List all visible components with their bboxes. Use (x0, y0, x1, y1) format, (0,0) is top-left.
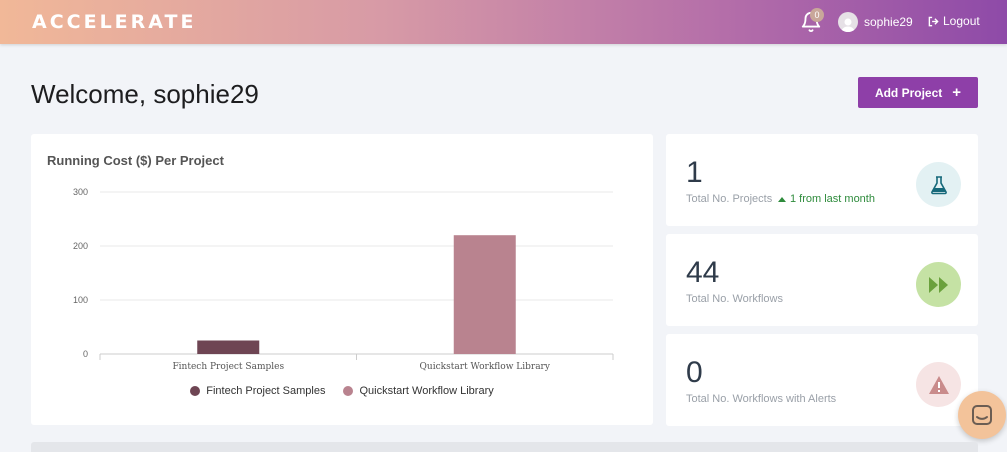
add-project-button[interactable]: Add Project + (858, 77, 978, 108)
legend-swatch (343, 386, 354, 396)
stat-card-workflows: 44 Total No. Workflows (666, 234, 978, 326)
stat-label: Total No. Projects (686, 193, 773, 205)
y-tick-label: 100 (73, 295, 88, 305)
stat-card-projects: 1 Total No. Projects 1 from last month (666, 134, 978, 226)
chat-launcher-button[interactable] (958, 391, 1006, 439)
avatar (838, 12, 858, 32)
y-tick-label: 300 (73, 187, 88, 197)
x-tick-label: Quickstart Workflow Library (420, 362, 551, 372)
running-cost-bar-chart: 300 200 100 0 Fintech Project Samples Quickst… (73, 187, 614, 372)
logo[interactable]: ACCELERATE (32, 11, 192, 33)
stat-change: 1 from last month (778, 193, 875, 205)
y-tick-label: 200 (73, 241, 88, 251)
stat-value: 1 (686, 156, 703, 189)
chart-title: Running Cost ($) Per Project (47, 153, 224, 168)
add-project-label: Add Project (874, 85, 943, 100)
username-label: sophie29 (864, 15, 913, 29)
stat-label: Total No. Workflows (686, 293, 783, 305)
bar (197, 340, 260, 354)
logout-icon (928, 16, 939, 26)
x-tick-label: Fintech Project Samples (172, 362, 284, 372)
fast-forward-icon (916, 262, 961, 307)
stat-value: 44 (686, 256, 720, 289)
legend-label: Fintech Project Samples (206, 385, 326, 397)
page-title: Welcome, sophie29 (31, 79, 259, 109)
user-icon (841, 18, 855, 32)
notification-count-badge: 0 (810, 8, 824, 22)
plus-icon: + (952, 84, 962, 101)
chart-legend: Fintech Project Samples Quickstart Workfl… (31, 385, 653, 397)
chat-icon (972, 405, 992, 425)
bar (453, 235, 516, 354)
running-cost-chart-card: Running Cost ($) Per Project 300 200 100 0 F… (31, 134, 653, 425)
stat-label: Total No. Workflows with Alerts (686, 393, 837, 405)
user-menu[interactable]: sophie29 (838, 12, 913, 32)
y-tick-label: 0 (83, 349, 88, 359)
stat-value: 0 (686, 356, 703, 389)
flask-icon (916, 162, 961, 207)
legend-swatch (190, 386, 201, 396)
stat-change-text: 1 from last month (790, 193, 875, 205)
legend-item[interactable]: Quickstart Workflow Library (343, 385, 494, 397)
logout-label: Logout (943, 14, 980, 28)
stat-card-alerts: 0 Total No. Workflows with Alerts (666, 334, 978, 426)
bottom-card-edge (31, 442, 978, 452)
legend-label: Quickstart Workflow Library (359, 385, 494, 397)
legend-item[interactable]: Fintech Project Samples (190, 385, 325, 397)
warning-icon (916, 362, 961, 407)
top-navbar: ACCELERATE 0 sophie29 Logout (0, 0, 1007, 44)
logout-button[interactable]: Logout (928, 14, 980, 28)
logo-text: ACCELERATE (32, 11, 192, 33)
up-arrow-icon (778, 196, 786, 202)
